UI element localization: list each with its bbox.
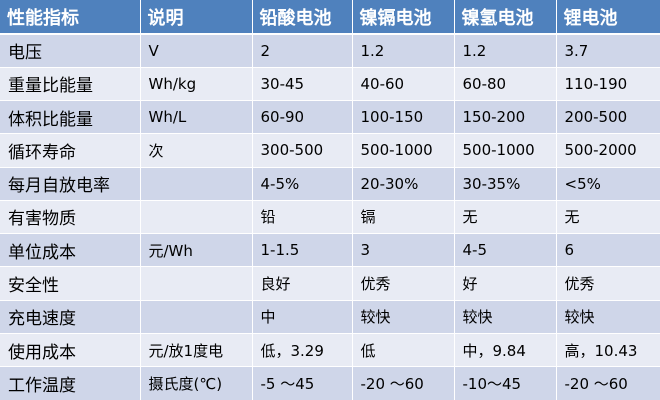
header-nicd: 镍镉电池	[352, 0, 455, 35]
nicd-cell: 100-150	[352, 100, 455, 135]
lead-acid-cell: 良好	[252, 266, 353, 301]
table-row: 安全性 良好 优秀好优秀	[0, 266, 660, 301]
nicd-cell: 低	[352, 333, 455, 368]
description-cell: 元/放1度电	[140, 333, 253, 368]
nimh-cell: 较快	[454, 300, 557, 334]
nimh-cell: 无	[454, 200, 557, 235]
nimh-cell: 500-1000	[454, 133, 557, 168]
nicd-cell: -20 ～60	[352, 366, 455, 400]
lithium-cell: 500-2000	[556, 133, 660, 168]
nimh-cell: 中，9.84	[454, 333, 557, 368]
header-row: 性能指标 说明 铅酸电池 镍镉电池 镍氢电池 锂电池	[0, 0, 660, 35]
lithium-cell: 6	[556, 233, 660, 268]
lead-acid-cell: 30-45	[252, 67, 353, 102]
nimh-cell: 30-35%	[454, 167, 557, 201]
lithium-cell: 3.7	[556, 34, 660, 68]
table-body: 电压 V 2 1.2 1.2 3.7 重量比能量 Wh/kg 30-45 40-60 60-80 11…	[0, 34, 660, 400]
metric-cell: 有害物质	[0, 200, 141, 235]
metric-cell: 工作温度	[0, 366, 141, 400]
description-cell	[140, 167, 253, 201]
table-row: 电压 V 2 1.2 1.2 3.7	[0, 34, 660, 68]
nimh-cell: 1.2	[454, 34, 557, 68]
description-cell: Wh/L	[140, 100, 253, 135]
header-lithium: 锂电池	[556, 0, 660, 35]
metric-cell: 体积比能量	[0, 100, 141, 135]
description-cell	[140, 200, 253, 235]
lead-acid-cell: 铅	[252, 200, 353, 235]
lead-acid-cell: 60-90	[252, 100, 353, 135]
lithium-cell: 110-190	[556, 67, 660, 102]
metric-cell: 使用成本	[0, 333, 141, 368]
lithium-cell: 优秀	[556, 266, 660, 301]
metric-cell: 单位成本	[0, 233, 141, 268]
lead-acid-cell: 300-500	[252, 133, 353, 168]
nimh-cell: 60-80	[454, 67, 557, 102]
table-row: 单位成本 元/Wh 1-1.5 3 4-5 6	[0, 233, 660, 268]
lithium-cell: 高，10.43	[556, 333, 660, 368]
nimh-cell: -10～45	[454, 366, 557, 400]
lead-acid-cell: 2	[252, 34, 353, 68]
table-row: 充电速度中较快 较快 较快	[0, 300, 660, 334]
nicd-cell: 较快	[352, 300, 455, 334]
lithium-cell: 200-500	[556, 100, 660, 135]
table-row: 重量比能量 Wh/kg 30-45 40-60 60-80 110-190	[0, 67, 660, 102]
table-row: 体积比能量 Wh/L 60-90 100-150 150-200 200-500	[0, 100, 660, 135]
lead-acid-cell: 中	[252, 300, 353, 334]
metric-cell: 每月自放电率	[0, 167, 141, 201]
nicd-cell: 20-30%	[352, 167, 455, 201]
table-header: 性能指标 说明 铅酸电池 镍镉电池 镍氢电池 锂电池	[0, 0, 660, 35]
lead-acid-cell: 4-5%	[252, 167, 353, 201]
metric-cell: 安全性	[0, 266, 141, 301]
metric-cell: 循环寿命	[0, 133, 141, 168]
nicd-cell: 3	[352, 233, 455, 268]
table-row: 使用成本 元/放1度电 低，3.29 低中，9.84 高，10.43	[0, 333, 660, 368]
description-cell	[140, 300, 253, 334]
header-metric: 性能指标	[0, 0, 141, 35]
description-cell: 次	[140, 133, 253, 168]
metric-cell: 电压	[0, 34, 141, 68]
nimh-cell: 4-5	[454, 233, 557, 268]
description-cell: 摄氏度(℃)	[140, 366, 253, 400]
header-description: 说明	[140, 0, 253, 35]
nimh-cell: 好	[454, 266, 557, 301]
metric-cell: 重量比能量	[0, 67, 141, 102]
lead-acid-cell: 1-1.5	[252, 233, 353, 268]
nicd-cell: 40-60	[352, 67, 455, 102]
nimh-cell: 150-200	[454, 100, 557, 135]
description-cell: V	[140, 34, 253, 68]
header-nimh: 镍氢电池	[454, 0, 557, 35]
table-row: 工作温度 摄氏度(℃) -5 ～45 -20 ～60 -10～45 -20 ～60	[0, 366, 660, 400]
nicd-cell: 优秀	[352, 266, 455, 301]
description-cell: Wh/kg	[140, 67, 253, 102]
lead-acid-cell: 低，3.29	[252, 333, 353, 368]
nicd-cell: 500-1000	[352, 133, 455, 168]
lithium-cell: 无	[556, 200, 660, 235]
nicd-cell: 1.2	[352, 34, 455, 68]
metric-cell: 充电速度	[0, 300, 141, 334]
lead-acid-cell: -5 ～45	[252, 366, 353, 400]
table-row: 有害物质铅镉无无	[0, 200, 660, 235]
description-cell	[140, 266, 253, 301]
lithium-cell: -20 ～60	[556, 366, 660, 400]
description-cell: 元/Wh	[140, 233, 253, 268]
header-lead-acid: 铅酸电池	[252, 0, 353, 35]
lithium-cell: 较快	[556, 300, 660, 334]
table-row: 每月自放电率 4-5% 20-30% 30-35% <5%	[0, 167, 660, 201]
lithium-cell: <5%	[556, 167, 660, 201]
nicd-cell: 镉	[352, 200, 455, 235]
table-row: 循环寿命次 300-500 500-1000 500-1000 500-2000	[0, 133, 660, 168]
